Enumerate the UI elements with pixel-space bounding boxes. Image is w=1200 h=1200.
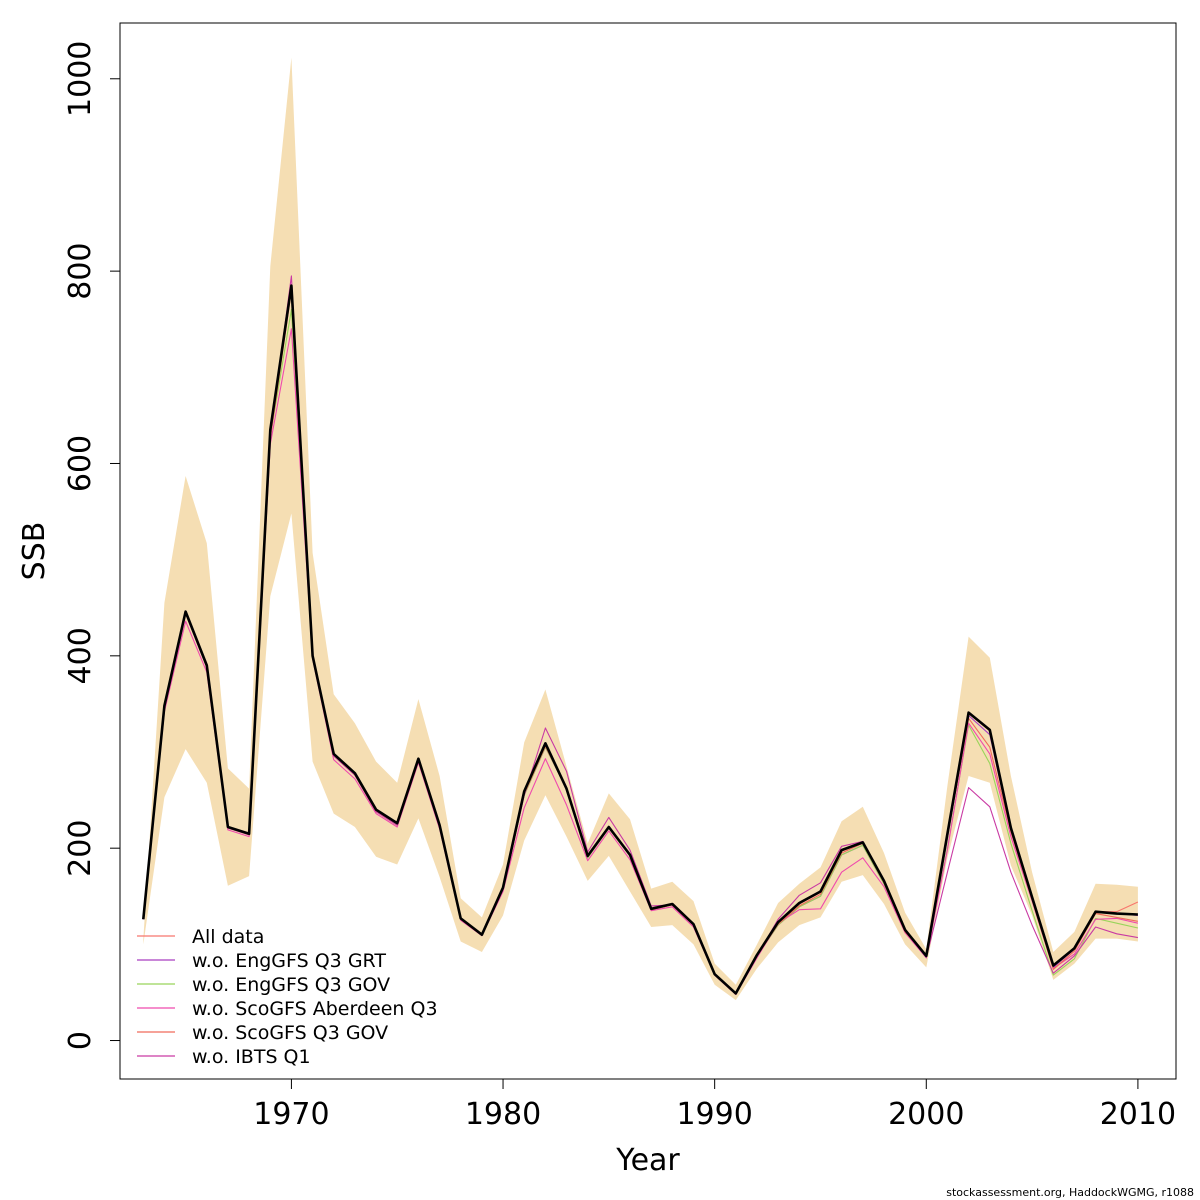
x-tick-label: 1970: [253, 1097, 329, 1132]
plot-frame: [119, 22, 1177, 1080]
series-lines-layer: [142, 275, 1139, 995]
y-tick-label: 400: [63, 627, 98, 684]
x-tick-label: 1990: [676, 1097, 752, 1132]
y-tick-label: 1000: [63, 41, 98, 117]
legend-label: w.o. ScoGFS Aberdeen Q3: [192, 998, 438, 1020]
series-line-estimate: [142, 284, 1138, 995]
x-axis-title: Year: [615, 1143, 680, 1178]
confidence-band: [143, 57, 1138, 1001]
legend-label: w.o. IBTS Q1: [192, 1046, 311, 1068]
x-tick-label: 2010: [1100, 1097, 1176, 1132]
y-axis-title: SSB: [17, 522, 52, 581]
y-tick-label: 800: [63, 242, 98, 299]
legend-label: w.o. EngGFS Q3 GOV: [192, 974, 390, 996]
confidence-band-layer: [143, 57, 1138, 1001]
credit-text: stockassessment.org, HaddockWGMG, r1088: [946, 1186, 1194, 1199]
x-axis: 1970 1980 1990 2000 2010: [253, 1079, 1176, 1132]
x-tick-label: 1980: [465, 1097, 541, 1132]
y-tick-label: 600: [63, 435, 98, 492]
x-tick-label: 2000: [888, 1097, 964, 1132]
legend-label: All data: [192, 926, 264, 948]
y-tick-label: 0: [63, 1031, 98, 1050]
y-axis: 0 200 400 600 800 1000: [63, 41, 120, 1050]
legend-label: w.o. ScoGFS Q3 GOV: [192, 1022, 388, 1044]
legend-label: w.o. EngGFS Q3 GRT: [192, 950, 386, 972]
y-tick-label: 200: [63, 820, 98, 877]
